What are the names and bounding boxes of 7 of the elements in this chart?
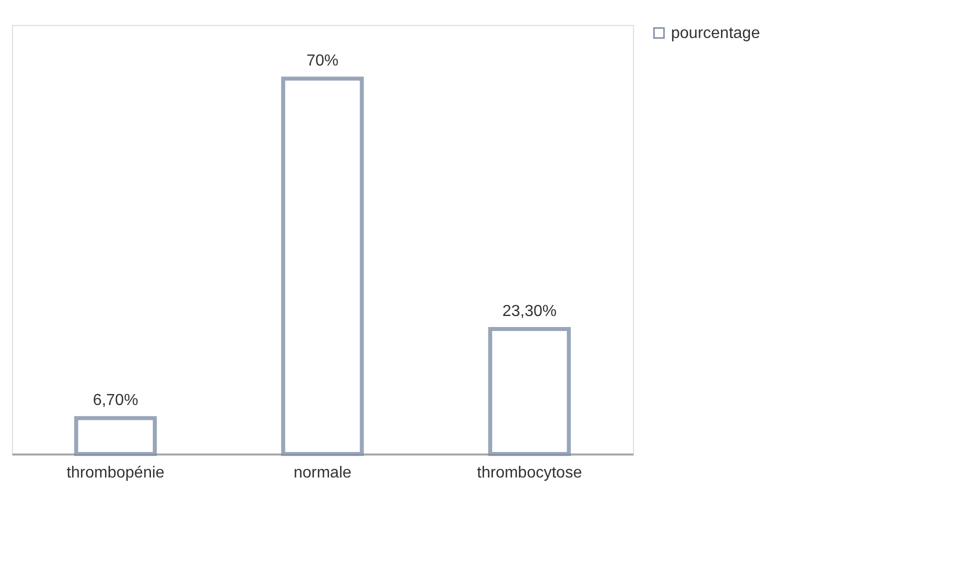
data-label: 6,70% <box>92 392 138 410</box>
data-label: 70% <box>306 52 339 70</box>
legend-label: pourcentage <box>671 25 760 42</box>
x-tick-label: normale <box>294 464 352 482</box>
x-tick-label: thrombocytose <box>477 464 582 482</box>
data-label: 23,30% <box>502 303 557 320</box>
x-tick-label: thrombopénie <box>66 464 165 482</box>
